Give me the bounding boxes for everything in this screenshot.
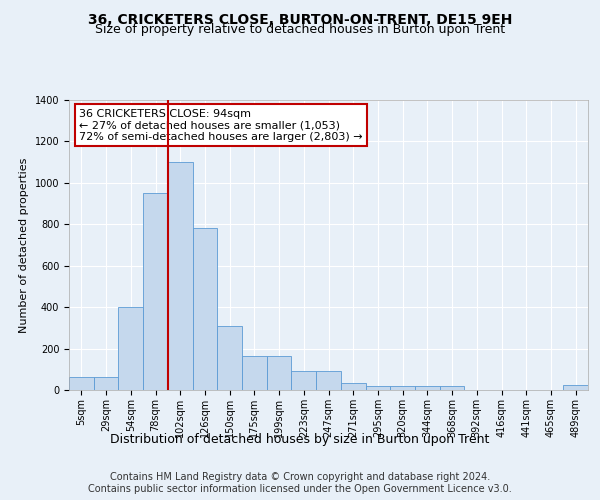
Text: 36 CRICKETERS CLOSE: 94sqm
← 27% of detached houses are smaller (1,053)
72% of s: 36 CRICKETERS CLOSE: 94sqm ← 27% of deta… [79,108,363,142]
Bar [341,383,365,390]
Bar [415,386,440,390]
Bar [390,386,415,390]
Bar [193,228,217,390]
Bar [316,372,341,390]
Bar [242,356,267,390]
Bar [563,385,588,390]
Bar [440,386,464,390]
Text: Distribution of detached houses by size in Burton upon Trent: Distribution of detached houses by size … [110,432,490,446]
Bar [168,162,193,390]
Bar [365,386,390,390]
Text: 36, CRICKETERS CLOSE, BURTON-ON-TRENT, DE15 9EH: 36, CRICKETERS CLOSE, BURTON-ON-TRENT, D… [88,12,512,26]
Bar [292,372,316,390]
Bar [94,376,118,390]
Bar [69,376,94,390]
Text: Contains HM Land Registry data © Crown copyright and database right 2024.
Contai: Contains HM Land Registry data © Crown c… [88,472,512,494]
Y-axis label: Number of detached properties: Number of detached properties [19,158,29,332]
Bar [143,193,168,390]
Bar [217,326,242,390]
Bar [267,356,292,390]
Text: Size of property relative to detached houses in Burton upon Trent: Size of property relative to detached ho… [95,22,505,36]
Bar [118,307,143,390]
